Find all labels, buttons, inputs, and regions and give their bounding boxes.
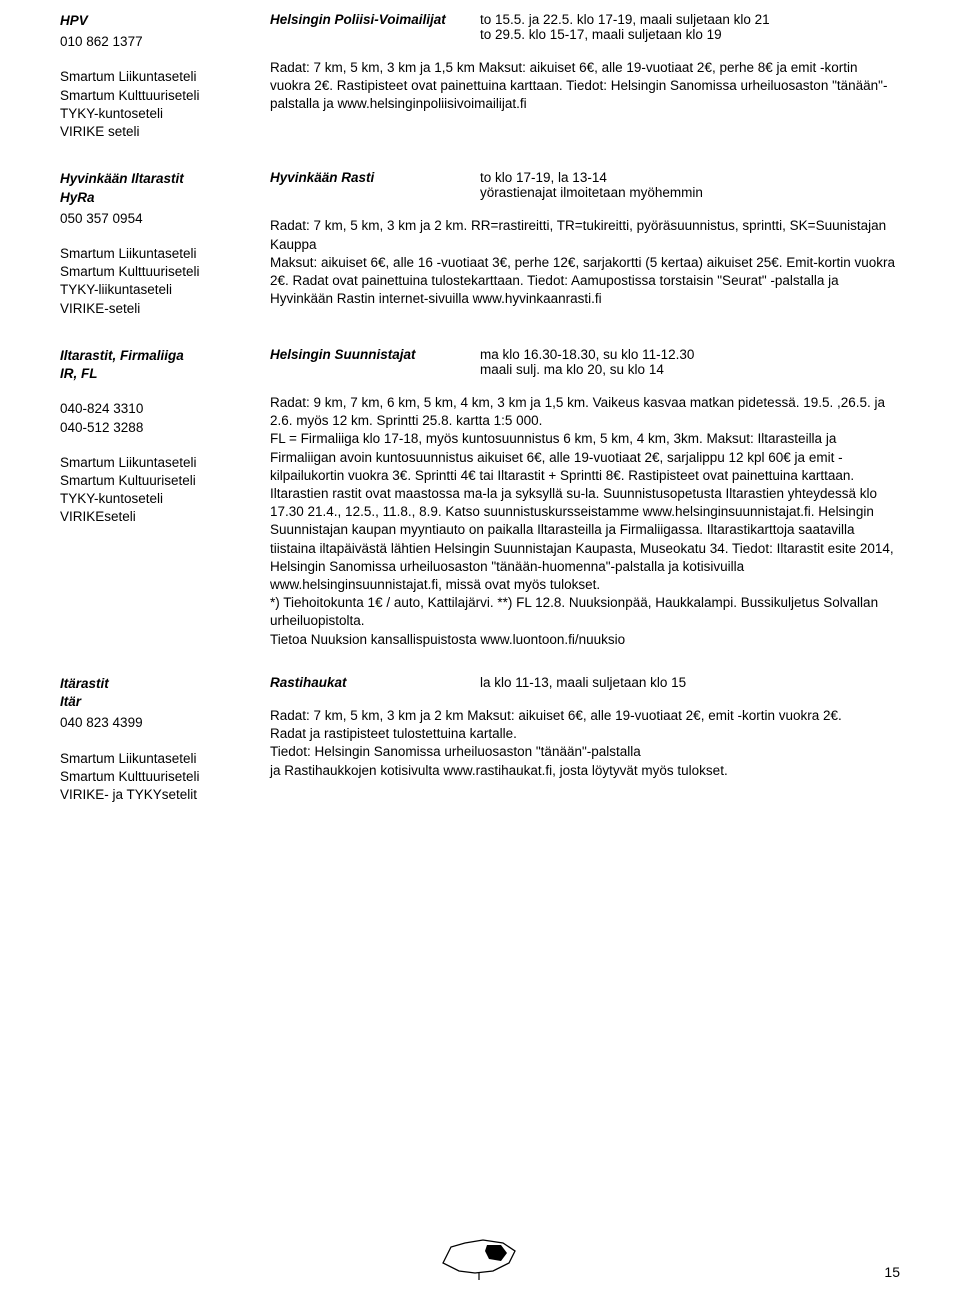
event-times: la klo 11-13, maali suljetaan klo 15 — [480, 675, 900, 690]
event-body: Radat: 9 km, 7 km, 6 km, 5 km, 4 km, 3 k… — [270, 394, 900, 649]
phone: 050 357 0954 — [60, 210, 252, 228]
event-header: Helsingin Suunnistajat ma klo 16.30-18.3… — [270, 347, 900, 377]
entry-hyra: Hyvinkään Iltarastit HyRa 050 357 0954 S… — [60, 170, 900, 321]
event-body: Radat: 7 km, 5 km, 3 km ja 2 km Maksut: … — [270, 707, 900, 780]
left-col: HPV 010 862 1377 Smartum Liikuntaseteli … — [60, 12, 270, 144]
left-col: Hyvinkään Iltarastit HyRa 050 357 0954 S… — [60, 170, 270, 321]
left-col: Itärastit Itär 040 823 4399 Smartum Liik… — [60, 675, 270, 807]
club-title: Itärastit Itär — [60, 675, 252, 711]
event-times: to 15.5. ja 22.5. klo 17-19, maali sulje… — [480, 12, 900, 42]
page-number: 15 — [884, 1264, 900, 1280]
entry-itar: Itärastit Itär 040 823 4399 Smartum Liik… — [60, 675, 900, 807]
entry-irfl: Iltarastit, Firmaliiga IR, FL 040-824 33… — [60, 347, 900, 649]
right-col: Rastihaukat la klo 11-13, maali suljetaa… — [270, 675, 900, 807]
entry-hpv: HPV 010 862 1377 Smartum Liikuntaseteli … — [60, 12, 900, 144]
payment-methods: Smartum Liikuntaseteli Smartum Kultuuris… — [60, 454, 252, 527]
payment-methods: Smartum Liikuntaseteli Smartum Kulttuuri… — [60, 750, 252, 805]
event-name: Helsingin Poliisi-Voimailijat — [270, 12, 480, 42]
event-header: Helsingin Poliisi-Voimailijat to 15.5. j… — [270, 12, 900, 42]
event-times: ma klo 16.30-18.30, su klo 11-12.30 maal… — [480, 347, 900, 377]
event-body: Radat: 7 km, 5 km, 3 km ja 1,5 km Maksut… — [270, 59, 900, 114]
event-times: to klo 17-19, la 13-14 yörastienajat ilm… — [480, 170, 900, 200]
right-col: Helsingin Poliisi-Voimailijat to 15.5. j… — [270, 12, 900, 144]
right-col: Hyvinkään Rasti to klo 17-19, la 13-14 y… — [270, 170, 900, 321]
event-header: Hyvinkään Rasti to klo 17-19, la 13-14 y… — [270, 170, 900, 200]
club-title: Iltarastit, Firmaliiga IR, FL — [60, 347, 252, 383]
club-title: Hyvinkään Iltarastit HyRa — [60, 170, 252, 206]
phone: 040 823 4399 — [60, 714, 252, 732]
phone: 040-824 3310 040-512 3288 — [60, 400, 252, 436]
event-header: Rastihaukat la klo 11-13, maali suljetaa… — [270, 675, 900, 690]
right-col: Helsingin Suunnistajat ma klo 16.30-18.3… — [270, 347, 900, 649]
club-title: HPV — [60, 12, 252, 30]
event-body: Radat: 7 km, 5 km, 3 km ja 2 km. RR=rast… — [270, 217, 900, 308]
phone: 010 862 1377 — [60, 33, 252, 51]
event-name: Helsingin Suunnistajat — [270, 347, 480, 377]
event-name: Hyvinkään Rasti — [270, 170, 480, 200]
event-name: Rastihaukat — [270, 675, 480, 690]
left-col: Iltarastit, Firmaliiga IR, FL 040-824 33… — [60, 347, 270, 649]
payment-methods: Smartum Liikuntaseteli Smartum Kulttuuri… — [60, 245, 252, 318]
payment-methods: Smartum Liikuntaseteli Smartum Kulttuuri… — [60, 68, 252, 141]
map-icon — [435, 1233, 525, 1284]
